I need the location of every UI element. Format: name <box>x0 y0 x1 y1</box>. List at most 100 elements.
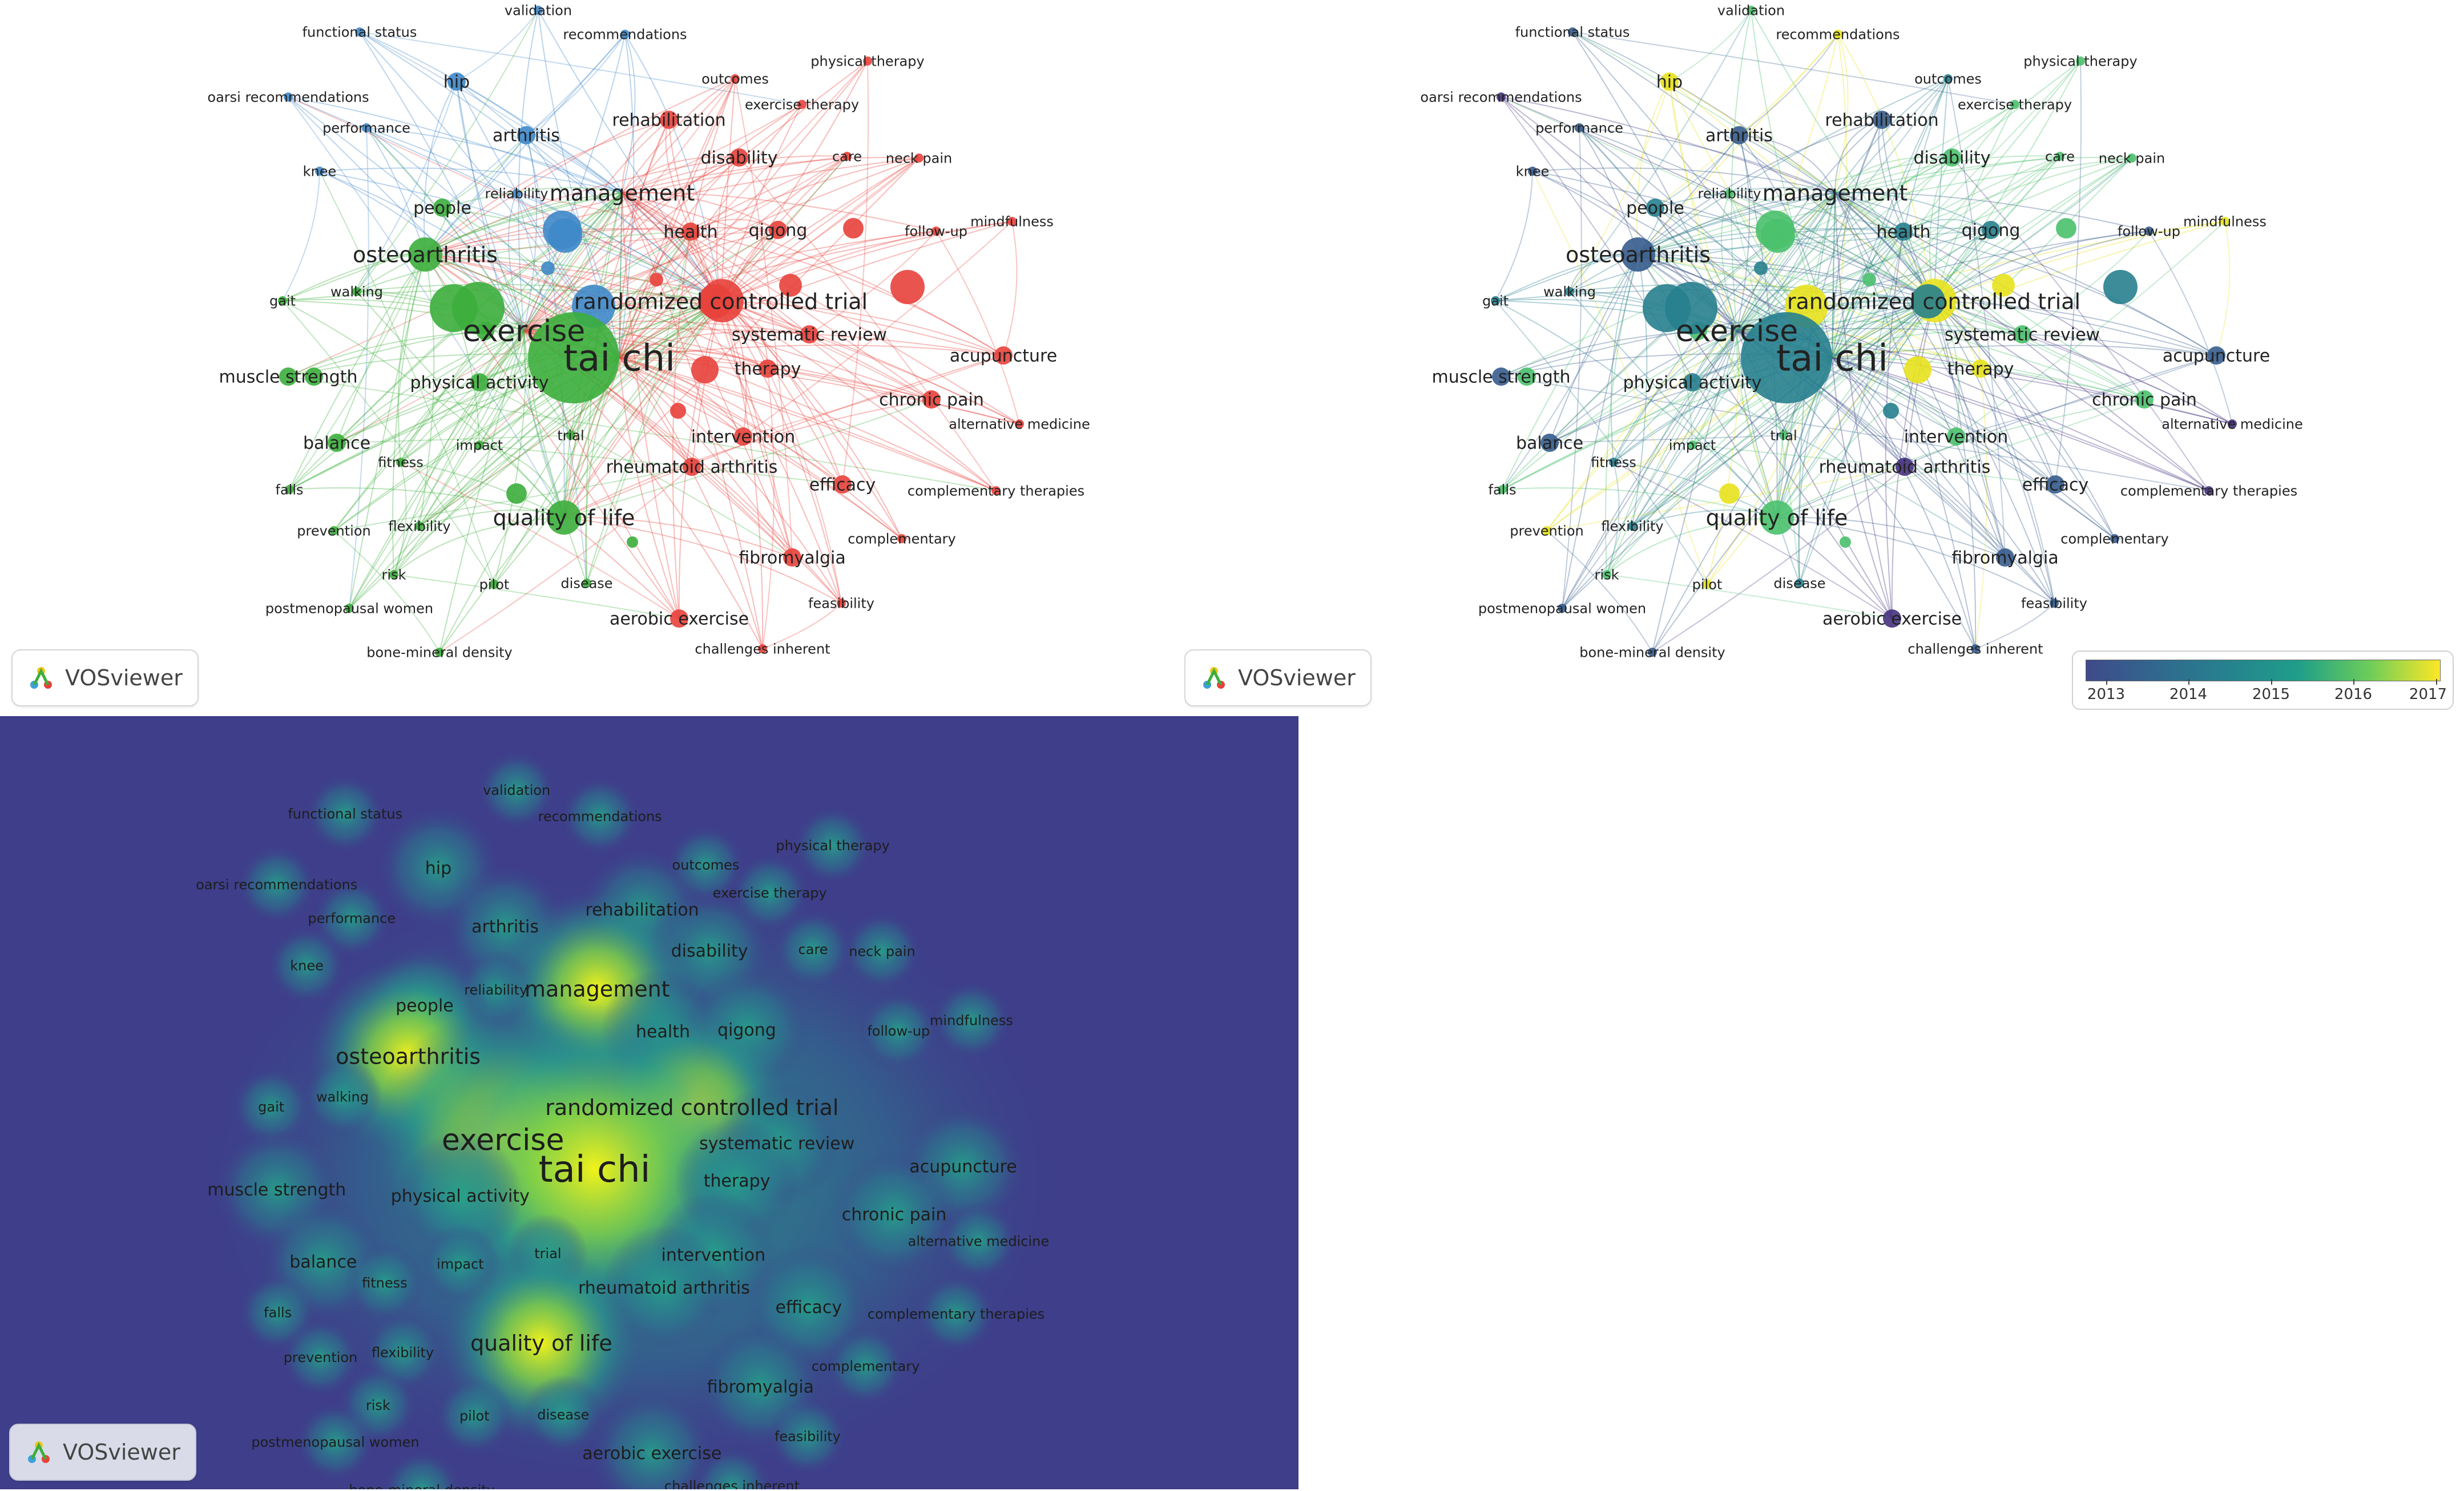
keyword-node-tai-chi[interactable] <box>528 312 619 403</box>
keyword-node-follow-up[interactable] <box>2144 227 2154 236</box>
keyword-node-care[interactable] <box>842 152 852 161</box>
keyword-node-intervention[interactable] <box>1947 427 1965 446</box>
keyword-node-chronic-pain[interactable] <box>2135 390 2154 409</box>
keyword-node-gait[interactable] <box>1491 296 1500 305</box>
keyword-node-balance[interactable] <box>1540 434 1559 452</box>
keyword-node-physical-activity[interactable] <box>1683 373 1701 391</box>
keyword-node-acupuncture[interactable] <box>2207 346 2225 365</box>
keyword-node-rheumatoid-arthritis[interactable] <box>683 458 701 476</box>
keyword-node-complementary-therapies[interactable] <box>2204 486 2213 495</box>
keyword-node-validation[interactable] <box>1747 6 1756 15</box>
keyword-node[interactable] <box>2056 218 2076 239</box>
keyword-node-functional-status[interactable] <box>1568 27 1577 37</box>
keyword-node-alternative-medicine[interactable] <box>1015 419 1024 429</box>
keyword-node-falls[interactable] <box>1498 485 1507 494</box>
keyword-node-complementary[interactable] <box>2110 534 2119 543</box>
keyword-node-care[interactable] <box>2055 152 2064 161</box>
keyword-node-randomized-controlled-trial[interactable] <box>1911 284 1945 318</box>
keyword-node-mindfulness[interactable] <box>2220 217 2229 226</box>
keyword-node[interactable] <box>691 356 719 383</box>
keyword-node[interactable] <box>670 403 686 419</box>
keyword-node-walking[interactable] <box>1565 287 1574 296</box>
keyword-node-feasibility[interactable] <box>2050 599 2059 608</box>
keyword-node-neck-pain[interactable] <box>2127 153 2136 163</box>
keyword-node-challenges-inherent[interactable] <box>1971 644 1980 653</box>
keyword-node-oarsi-recommendations[interactable] <box>1497 92 1506 102</box>
keyword-node[interactable] <box>305 367 323 386</box>
keyword-node-pilot[interactable] <box>1703 580 1712 589</box>
keyword-node[interactable] <box>506 483 527 504</box>
keyword-node-disability[interactable] <box>730 148 748 167</box>
keyword-node-aerobic-exercise[interactable] <box>1883 609 1901 628</box>
keyword-node-disease[interactable] <box>582 579 591 588</box>
keyword-node-trial[interactable] <box>566 431 575 440</box>
keyword-node-bone-mineral-density[interactable] <box>435 648 444 657</box>
keyword-node-quality-of-life[interactable] <box>1760 500 1794 535</box>
keyword-node-physical-activity[interactable] <box>470 373 489 391</box>
keyword-node-gait[interactable] <box>278 296 287 305</box>
keyword-node-arthritis[interactable] <box>1730 126 1748 144</box>
keyword-node-performance[interactable] <box>362 123 371 132</box>
keyword-node[interactable] <box>1754 261 1768 275</box>
keyword-node-follow-up[interactable] <box>931 227 941 236</box>
keyword-node[interactable] <box>843 218 864 239</box>
keyword-node[interactable] <box>779 274 802 297</box>
keyword-node-pilot[interactable] <box>490 580 499 589</box>
keyword-node-balance[interactable] <box>328 434 346 452</box>
keyword-node-impact[interactable] <box>1688 441 1697 450</box>
keyword-node-exercise[interactable] <box>1665 282 1717 334</box>
keyword-node-risk[interactable] <box>1602 570 1611 579</box>
keyword-node-randomized-controlled-trial[interactable] <box>698 284 732 318</box>
keyword-node-quality-of-life[interactable] <box>547 500 581 535</box>
keyword-node-exercise-therapy[interactable] <box>2010 100 2019 109</box>
keyword-node-feasibility[interactable] <box>837 599 846 608</box>
keyword-node-walking[interactable] <box>352 287 361 296</box>
keyword-node-recommendations[interactable] <box>1833 30 1842 39</box>
keyword-node[interactable] <box>1883 403 1899 419</box>
keyword-node-complementary[interactable] <box>897 534 906 543</box>
keyword-node-reliability[interactable] <box>1725 189 1734 198</box>
keyword-node-people[interactable] <box>433 199 451 217</box>
keyword-node-muscle-strength[interactable] <box>1492 367 1510 386</box>
keyword-node-systematic-review[interactable] <box>2013 325 2031 344</box>
keyword-node[interactable] <box>1840 536 1851 548</box>
keyword-node-rehabilitation[interactable] <box>1873 111 1891 129</box>
keyword-node-falls[interactable] <box>285 485 294 494</box>
keyword-node-reliability[interactable] <box>512 189 521 198</box>
keyword-node-therapy[interactable] <box>759 359 777 378</box>
keyword-node-physical-therapy[interactable] <box>2076 56 2085 66</box>
keyword-node-arthritis[interactable] <box>517 126 535 144</box>
keyword-node-qigong[interactable] <box>1982 221 2000 239</box>
keyword-node-osteoarthritis[interactable] <box>408 237 442 272</box>
keyword-node[interactable] <box>650 273 663 286</box>
keyword-node-management[interactable] <box>1761 219 1795 253</box>
keyword-node-postmenopausal-women[interactable] <box>345 604 354 613</box>
keyword-node-chronic-pain[interactable] <box>922 390 941 409</box>
keyword-node-prevention[interactable] <box>1542 526 1551 535</box>
keyword-node-muscle-strength[interactable] <box>279 367 297 386</box>
keyword-node-rehabilitation[interactable] <box>660 111 678 129</box>
keyword-node-knee[interactable] <box>1528 167 1537 176</box>
keyword-node[interactable] <box>627 536 638 548</box>
keyword-node-neck-pain[interactable] <box>914 153 924 163</box>
keyword-node-hip[interactable] <box>447 72 466 91</box>
keyword-node-efficacy[interactable] <box>2046 475 2064 494</box>
keyword-node[interactable] <box>890 270 925 304</box>
keyword-node-oarsi-recommendations[interactable] <box>284 92 293 102</box>
keyword-node-alternative-medicine[interactable] <box>2228 419 2237 429</box>
keyword-node[interactable] <box>1719 483 1740 504</box>
keyword-node-hip[interactable] <box>1660 72 1679 91</box>
keyword-node[interactable] <box>541 261 555 275</box>
keyword-node-exercise-therapy[interactable] <box>797 100 806 109</box>
keyword-node[interactable] <box>2103 270 2138 304</box>
keyword-node-osteoarthritis[interactable] <box>1621 237 1655 272</box>
keyword-node-management[interactable] <box>548 219 582 253</box>
keyword-node-mindfulness[interactable] <box>1007 217 1017 226</box>
keyword-node-impact[interactable] <box>475 441 484 450</box>
keyword-node-prevention[interactable] <box>329 526 338 535</box>
keyword-node-validation[interactable] <box>534 6 543 15</box>
keyword-node-risk[interactable] <box>389 570 398 579</box>
keyword-node[interactable] <box>1518 367 1536 386</box>
keyword-node-systematic-review[interactable] <box>800 325 818 344</box>
keyword-node-functional-status[interactable] <box>355 27 364 37</box>
